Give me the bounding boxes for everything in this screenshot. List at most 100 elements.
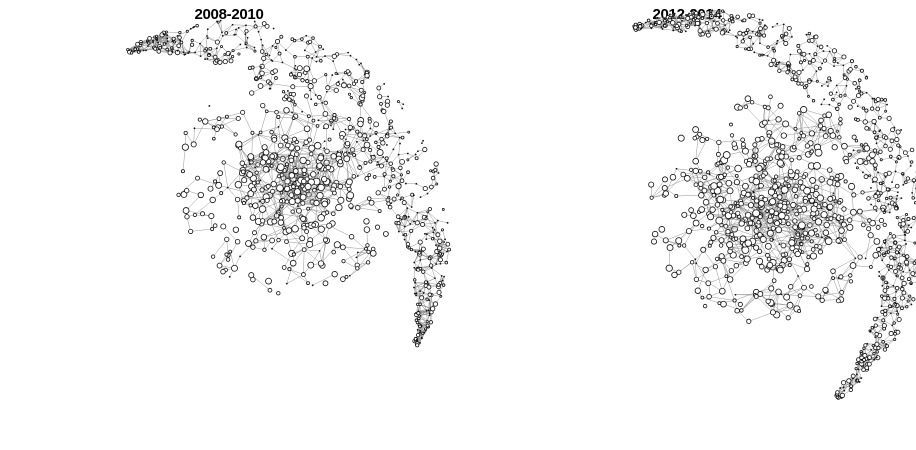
network-node <box>217 170 224 177</box>
network-node <box>397 153 400 156</box>
network-node <box>416 328 419 331</box>
network-edge <box>343 85 363 98</box>
network-node <box>275 38 281 44</box>
network-node <box>276 237 281 243</box>
network-node <box>909 147 915 153</box>
network-edge <box>345 154 366 164</box>
network-node <box>247 66 252 70</box>
network-edge <box>867 343 875 354</box>
network-edge <box>726 21 733 32</box>
network-node <box>441 283 446 287</box>
network-edge <box>308 114 335 117</box>
network-node <box>780 36 784 40</box>
network-edge <box>759 34 762 44</box>
network-edge <box>221 126 236 135</box>
network-edge <box>346 159 358 177</box>
network-node <box>234 238 241 245</box>
network-node <box>337 159 343 165</box>
network-node <box>425 320 429 324</box>
network-edge <box>260 111 267 133</box>
network-node <box>212 223 218 228</box>
network-node <box>871 344 875 348</box>
network-node <box>766 45 770 49</box>
network-edge <box>288 230 305 250</box>
network-node <box>871 181 874 184</box>
network-node <box>401 200 407 206</box>
network-node <box>208 212 215 220</box>
network-edge <box>272 191 293 202</box>
network-node <box>400 196 404 200</box>
network-edge <box>278 193 291 214</box>
network-node <box>418 324 422 329</box>
network-node <box>746 47 751 51</box>
network-edge <box>724 25 729 33</box>
network-edge <box>395 131 409 134</box>
network-node <box>431 226 434 229</box>
network-node <box>878 149 883 154</box>
network-node <box>234 180 243 189</box>
network-edge <box>177 31 188 37</box>
network-edge <box>292 211 308 226</box>
network-node <box>395 214 401 219</box>
network-node <box>810 58 816 63</box>
network-node <box>417 316 421 321</box>
network-edge <box>245 42 256 52</box>
network-node <box>204 58 206 61</box>
network-edge <box>218 118 236 135</box>
network-edge <box>899 243 907 254</box>
network-node <box>855 373 858 376</box>
network-node <box>386 132 390 136</box>
network-node <box>725 30 728 33</box>
network-node <box>210 254 216 259</box>
network-node <box>869 330 872 333</box>
network-edge <box>285 231 292 254</box>
network-node <box>337 196 345 204</box>
network-node <box>417 250 422 255</box>
network-node <box>230 54 235 59</box>
network-edge <box>681 20 691 24</box>
network-node <box>809 37 815 43</box>
network-node <box>878 275 881 277</box>
network-node <box>317 154 324 162</box>
network-edge <box>349 85 364 97</box>
network-node <box>287 97 292 102</box>
network-edge <box>232 44 241 51</box>
network-node <box>348 234 355 240</box>
network-node <box>291 225 299 233</box>
network-edge <box>887 291 897 296</box>
network-edge <box>235 27 239 35</box>
network-edge <box>413 212 418 222</box>
network-edge <box>389 180 403 188</box>
network-node <box>373 121 379 128</box>
network-node <box>301 225 307 231</box>
network-node <box>358 87 364 93</box>
network-node <box>363 226 371 233</box>
network-node <box>289 259 297 267</box>
network-node <box>426 284 432 290</box>
network-node <box>382 172 387 177</box>
network-node <box>219 19 222 22</box>
network-node <box>129 51 134 55</box>
network-node <box>888 154 893 159</box>
network-node <box>152 39 154 42</box>
network-node <box>288 72 293 77</box>
network-node <box>303 125 311 133</box>
network-node <box>439 294 443 298</box>
network-edge <box>199 43 201 57</box>
network-node <box>379 163 384 169</box>
network-node <box>876 345 881 350</box>
network-node <box>761 33 767 38</box>
network-node <box>261 55 267 61</box>
network-edge <box>286 263 294 284</box>
network-node <box>304 229 309 234</box>
network-node <box>447 247 451 252</box>
network-node <box>139 42 143 46</box>
network-node <box>260 103 266 109</box>
network-edge <box>312 55 326 59</box>
network-edge <box>329 225 352 237</box>
network-edge <box>907 155 911 166</box>
network-node <box>896 316 902 323</box>
network-node <box>190 38 194 43</box>
network-node <box>851 98 856 104</box>
network-node <box>681 19 683 22</box>
